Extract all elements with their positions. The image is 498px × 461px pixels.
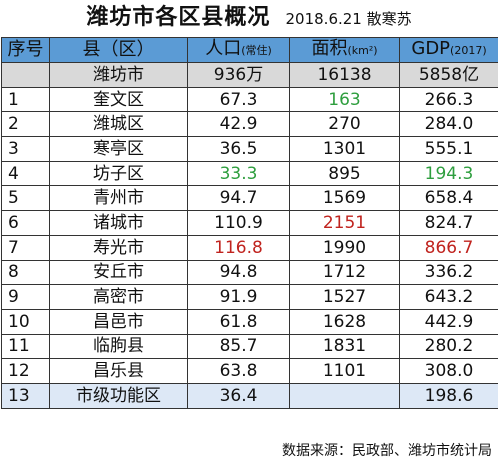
header-population: 人口(常住) [187,37,290,63]
row-population: 116.8 [187,234,290,261]
row-index: 8 [1,259,50,286]
row-area: 1527 [289,284,400,310]
header-gdp: GDP(2017) [399,37,498,63]
total-area: 16138 [289,62,400,88]
header-index: 序号 [1,37,50,63]
row-area: 895 [289,160,400,187]
row-index: 10 [1,308,50,335]
title-main: 潍坊市各区县概况 [86,5,271,30]
total-name: 潍坊市 [49,62,188,88]
row-area: 2151 [289,210,400,236]
row-index: 2 [1,111,50,138]
row-population: 94.8 [187,259,290,286]
table-row: 4 坊子区 33.3 895 194.3 [1,160,498,187]
row-gdp: 555.1 [399,136,498,162]
row-population: 63.8 [187,358,290,384]
total-gdp: 5858亿 [399,62,498,88]
row-name: 坊子区 [49,160,188,187]
row-gdp: 866.7 [399,234,498,261]
row-area: 1569 [289,185,400,212]
row-name: 寒亭区 [49,136,188,162]
row-area: 1712 [289,259,400,286]
row-name: 昌乐县 [49,358,188,384]
row-area: 1101 [289,358,400,384]
row-index: 9 [1,284,50,310]
row-gdp: 194.3 [399,160,498,187]
row-population: 42.9 [187,111,290,138]
row-gdp: 284.0 [399,111,498,138]
row-area: 1301 [289,136,400,162]
row-population: 91.9 [187,284,290,310]
row-name: 奎文区 [49,86,188,113]
row-population: 36.4 [187,382,290,409]
table-row: 3 寒亭区 36.5 1301 555.1 [1,136,498,162]
row-name: 昌邑市 [49,308,188,335]
row-index: 7 [1,234,50,261]
row-gdp: 198.6 [399,382,498,409]
row-population: 94.7 [187,185,290,212]
row-index: 5 [1,185,50,212]
row-name: 诸城市 [49,210,188,236]
row-gdp: 643.2 [399,284,498,310]
table-row: 10 昌邑市 61.8 1628 442.9 [1,308,498,335]
row-population: 36.5 [187,136,290,162]
row-population: 67.3 [187,86,290,113]
row-area: 1990 [289,234,400,261]
row-population: 33.3 [187,160,290,187]
row-gdp: 280.2 [399,333,498,360]
table-row: 8 安丘市 94.8 1712 336.2 [1,259,498,286]
row-area [289,382,400,409]
data-source-note: 数据来源：民政部、潍坊市统计局 [282,443,492,459]
table-row: 5 青州市 94.7 1569 658.4 [1,185,498,212]
row-name: 寿光市 [49,234,188,261]
table-row: 7 寿光市 116.8 1990 866.7 [1,234,498,261]
title-sub: 2018.6.21 散寒苏 [285,10,412,28]
row-gdp: 308.0 [399,358,498,384]
row-population: 61.8 [187,308,290,335]
total-row: 潍坊市 936万 16138 5858亿 [1,62,498,88]
table-row: 11 临朐县 85.7 1831 280.2 [1,333,498,360]
row-name: 高密市 [49,284,188,310]
row-name: 潍城区 [49,111,188,138]
row-area: 270 [289,111,400,138]
total-index [1,62,50,88]
table-row: 6 诸城市 110.9 2151 824.7 [1,210,498,236]
table-row: 12 昌乐县 63.8 1101 308.0 [1,358,498,384]
row-name: 安丘市 [49,259,188,286]
row-population: 110.9 [187,210,290,236]
county-table: 序号 县（区） 人口(常住) 面积(km²) GDP(2017) 潍坊市 936… [1,37,498,409]
total-population: 936万 [187,62,290,88]
row-gdp: 266.3 [399,86,498,113]
table-row: 2 潍城区 42.9 270 284.0 [1,111,498,138]
row-population: 85.7 [187,333,290,360]
row-index: 12 [1,358,50,384]
table-row: 13 市级功能区 36.4 198.6 [1,382,498,409]
header-area: 面积(km²) [289,37,400,63]
row-gdp: 442.9 [399,308,498,335]
row-gdp: 824.7 [399,210,498,236]
row-index: 4 [1,160,50,187]
row-index: 1 [1,86,50,113]
row-name: 市级功能区 [49,382,188,409]
row-index: 11 [1,333,50,360]
row-area: 1628 [289,308,400,335]
header-county: 县（区） [49,37,188,63]
row-index: 6 [1,210,50,236]
table-row: 9 高密市 91.9 1527 643.2 [1,284,498,310]
header-row: 序号 县（区） 人口(常住) 面积(km²) GDP(2017) [1,37,498,63]
row-name: 青州市 [49,185,188,212]
row-index: 3 [1,136,50,162]
page-title: 潍坊市各区县概况 2018.6.21 散寒苏 [0,0,498,36]
table-row: 1 奎文区 67.3 163 266.3 [1,86,498,113]
row-name: 临朐县 [49,333,188,360]
row-index: 13 [1,382,50,409]
row-area: 163 [289,86,400,113]
row-gdp: 658.4 [399,185,498,212]
row-gdp: 336.2 [399,259,498,286]
row-area: 1831 [289,333,400,360]
